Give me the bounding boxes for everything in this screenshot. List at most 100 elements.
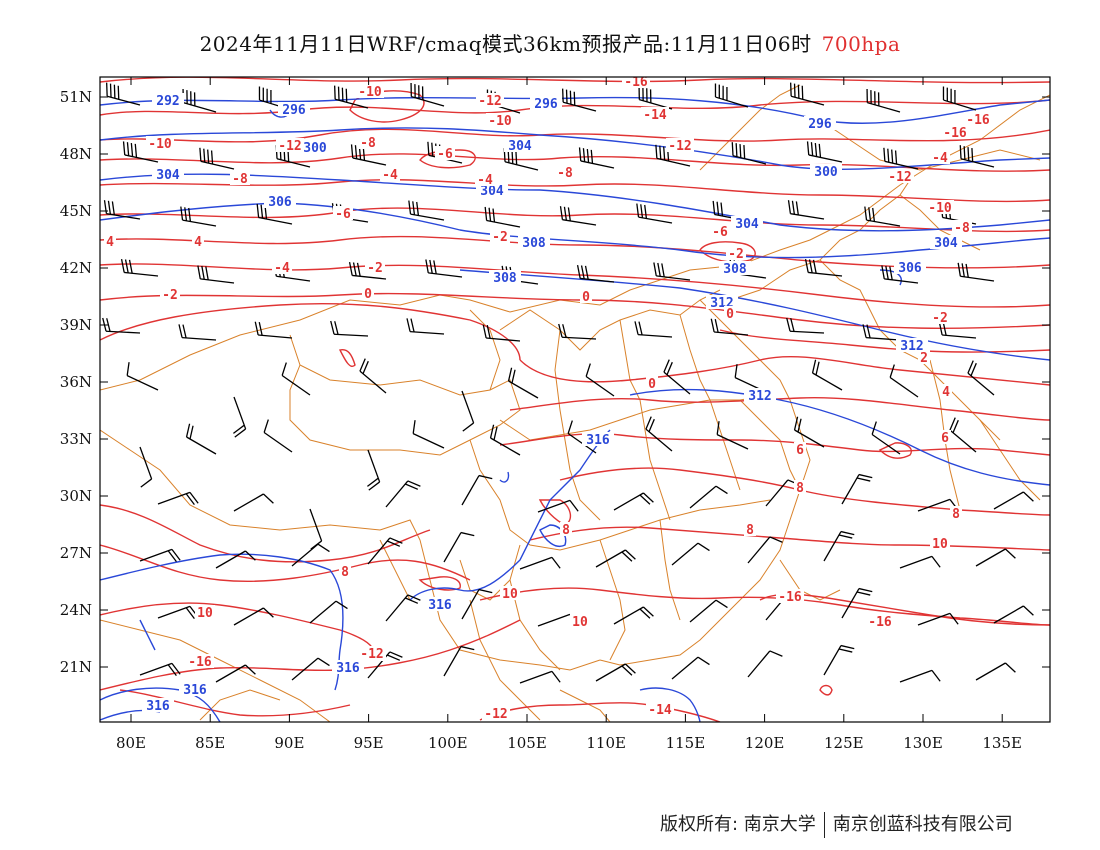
label-backdrop: [810, 164, 842, 178]
wind-barb: [634, 321, 673, 338]
temperature-contour-label: -2: [728, 247, 744, 262]
y-tick-label: 33N: [60, 430, 92, 448]
height-contour-label: 316: [146, 699, 170, 714]
wind-barb: [334, 85, 369, 109]
wind-barb: [120, 258, 159, 277]
y-tick-label: 30N: [60, 487, 92, 505]
temperature-contour-label: 8: [952, 507, 960, 522]
x-tick-label: 85E: [195, 734, 225, 752]
wind-barb: [185, 423, 217, 455]
label-backdrop: [570, 614, 590, 628]
temperature-contour-label: -2: [492, 230, 508, 245]
temperature-contour-label: 10: [502, 587, 518, 602]
x-tick-label: 105E: [507, 734, 547, 752]
wind-barb: [862, 324, 901, 341]
wind-barb: [309, 508, 323, 550]
label-backdrop: [192, 234, 204, 248]
temperature-contour-label: -16: [188, 655, 212, 670]
x-tick-label: 135E: [982, 734, 1022, 752]
wind-barb: [899, 669, 941, 683]
wind-barb: [866, 89, 901, 113]
label-backdrop: [142, 698, 174, 712]
height-contour-label: 306: [898, 261, 922, 276]
temperature-contour-label: 10: [197, 606, 213, 621]
label-backdrop: [152, 93, 184, 107]
height-contour-label: 300: [814, 165, 838, 180]
wind-barb: [747, 536, 783, 564]
wind-barb: [806, 141, 843, 163]
temperature-contour-label: -2: [162, 288, 178, 303]
height-contour-label: 304: [735, 217, 759, 232]
label-backdrop: [724, 306, 736, 320]
wind-barb: [716, 421, 749, 450]
wind-barb: [993, 605, 1034, 624]
wind-barb: [482, 324, 521, 342]
temperature-contour-label: -6: [437, 147, 453, 162]
wind-barb: [291, 657, 330, 681]
x-axis: 80E 85E 90E 95E 100E 105E 110E 115E 120E 125E 130E…: [116, 77, 1022, 752]
wind-barb: [348, 261, 387, 280]
label-backdrop: [362, 286, 374, 300]
label-backdrop: [622, 77, 650, 88]
wind-barb: [957, 262, 995, 282]
wind-barb: [233, 607, 274, 626]
label-backdrop: [918, 350, 930, 364]
wind-barb: [734, 364, 767, 393]
wind-barb: [949, 417, 977, 453]
temperature-contour-label: 6: [941, 431, 949, 446]
label-backdrop: [731, 216, 763, 230]
label-backdrop: [358, 135, 378, 149]
wind-barb: [197, 265, 235, 284]
x-tick-label: 90E: [274, 734, 304, 752]
height-contour-label: 292: [156, 94, 179, 109]
wind-barb: [871, 421, 901, 455]
label-backdrop: [490, 229, 510, 243]
label-backdrop: [941, 125, 969, 139]
label-backdrop: [489, 270, 521, 284]
wind-barb: [714, 83, 749, 108]
wind-barb: [443, 645, 475, 677]
temperature-contour-label: 2: [920, 351, 928, 366]
temperature-contour-label: -2: [932, 311, 948, 326]
wind-barb: [157, 491, 199, 505]
y-tick-label: 48N: [60, 145, 92, 163]
title-level: 700hpa: [821, 32, 901, 56]
wind-barb: [790, 82, 825, 106]
temperature-contour-label: 10: [572, 615, 588, 630]
wind-barb: [645, 416, 673, 452]
wind-barb: [942, 86, 977, 111]
y-tick-label: 39N: [60, 316, 92, 334]
wind-barb: [157, 605, 199, 619]
label-backdrop: [500, 586, 520, 600]
label-backdrop: [794, 480, 806, 494]
x-tick-label: 100E: [428, 734, 468, 752]
wind-barb: [256, 203, 293, 225]
height-contour-label: 316: [336, 661, 360, 676]
label-backdrop: [794, 442, 806, 456]
temperature-contour-label: -10: [358, 85, 382, 100]
temperature-contour-label: -12: [278, 139, 301, 154]
wind-barb: [519, 556, 561, 570]
temperature-contour-label: 8: [562, 523, 570, 538]
label-backdrop: [380, 167, 400, 181]
wind-barb: [559, 206, 597, 226]
wind-barb: [671, 542, 710, 566]
wind-barb: [804, 258, 843, 277]
wind-barb: [408, 200, 445, 221]
temperature-contour-label: -4: [382, 168, 398, 183]
temperature-contour-label: -8: [360, 136, 376, 151]
label-backdrop: [926, 200, 954, 214]
label-backdrop: [744, 388, 776, 402]
wind-barb: [519, 670, 561, 684]
wind-barb: [993, 491, 1034, 510]
label-backdrop: [424, 597, 456, 611]
label-backdrop: [950, 506, 962, 520]
label-backdrop: [476, 183, 508, 197]
height-contour-label: 304: [480, 184, 504, 199]
wind-barb: [585, 363, 615, 397]
temperature-contour-label: -4: [274, 261, 290, 276]
wind-barb: [412, 420, 445, 449]
wind-barb: [461, 474, 493, 506]
wind-barb: [233, 493, 274, 512]
wind-barb: [461, 588, 493, 620]
